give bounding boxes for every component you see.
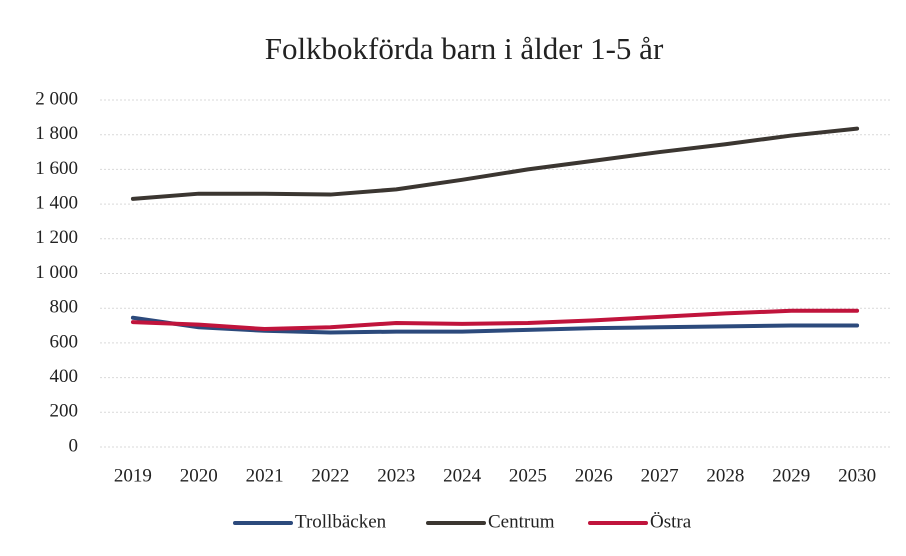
x-tick-label: 2022 <box>311 465 349 486</box>
y-tick-label: 400 <box>50 366 79 387</box>
y-tick-label: 1 600 <box>35 158 78 179</box>
x-tick-label: 2023 <box>377 465 415 486</box>
x-tick-label: 2019 <box>114 465 152 486</box>
x-tick-label: 2030 <box>838 465 876 486</box>
x-tick-label: 2027 <box>641 465 679 486</box>
x-tick-label: 2020 <box>180 465 218 486</box>
series-line <box>130 126 860 201</box>
y-tick-label: 600 <box>50 331 79 352</box>
x-tick-label: 2025 <box>509 465 547 486</box>
y-tick-label: 1 800 <box>35 123 78 144</box>
y-tick-label: 800 <box>50 297 79 318</box>
x-tick-label: 2026 <box>575 465 613 486</box>
y-tick-label: 1 000 <box>35 262 78 283</box>
y-tick-label: 2 000 <box>35 88 78 109</box>
x-tick-label: 2028 <box>706 465 744 486</box>
legend-label: Östra <box>650 511 692 532</box>
x-tick-label: 2021 <box>246 465 284 486</box>
y-tick-label: 0 <box>69 435 79 456</box>
chart-title: Folkbokförda barn i ålder 1-5 år <box>265 31 664 66</box>
y-tick-label: 1 400 <box>35 192 78 213</box>
y-tick-label: 1 200 <box>35 227 78 248</box>
legend-label: Trollbäcken <box>295 511 387 532</box>
y-tick-label: 200 <box>50 401 79 422</box>
x-tick-label: 2024 <box>443 465 482 486</box>
series-line <box>130 308 860 332</box>
legend-label: Centrum <box>488 511 555 532</box>
x-tick-label: 2029 <box>772 465 810 486</box>
